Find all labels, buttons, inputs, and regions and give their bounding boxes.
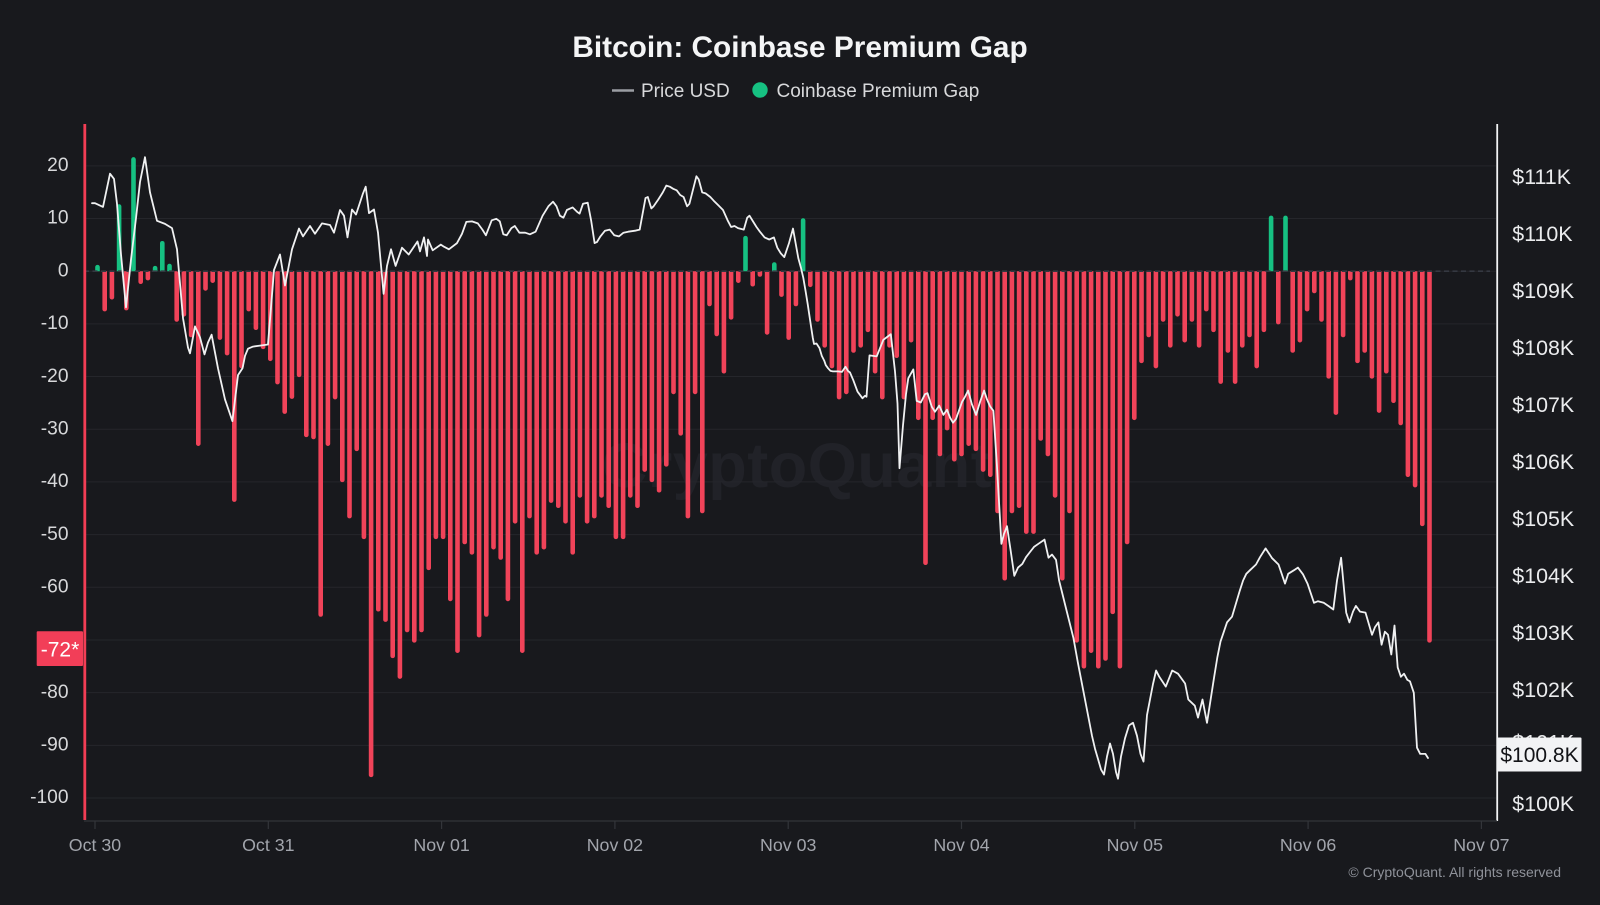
svg-text:$107K: $107K bbox=[1512, 393, 1575, 417]
svg-text:-30: -30 bbox=[41, 418, 69, 439]
svg-text:Nov 03: Nov 03 bbox=[760, 835, 816, 855]
svg-text:10: 10 bbox=[47, 208, 68, 229]
svg-text:$111K: $111K bbox=[1512, 165, 1571, 189]
svg-text:-10: -10 bbox=[41, 313, 69, 334]
svg-text:-60: -60 bbox=[41, 576, 69, 597]
svg-text:$109K: $109K bbox=[1512, 279, 1575, 303]
svg-text:$106K: $106K bbox=[1512, 450, 1575, 474]
svg-text:$103K: $103K bbox=[1512, 621, 1575, 645]
svg-text:-20: -20 bbox=[41, 366, 69, 387]
svg-text:-100: -100 bbox=[30, 787, 68, 808]
svg-text:Oct 31: Oct 31 bbox=[242, 835, 294, 855]
svg-text:Coinbase Premium Gap: Coinbase Premium Gap bbox=[777, 81, 980, 102]
svg-text:-40: -40 bbox=[41, 471, 69, 492]
svg-text:Nov 06: Nov 06 bbox=[1280, 835, 1336, 855]
svg-text:© CryptoQuant. All rights rese: © CryptoQuant. All rights reserved bbox=[1348, 864, 1561, 880]
svg-text:-72*: -72* bbox=[41, 639, 80, 662]
svg-text:$100K: $100K bbox=[1512, 792, 1575, 816]
svg-text:-90: -90 bbox=[41, 735, 69, 756]
svg-text:Nov 01: Nov 01 bbox=[413, 835, 469, 855]
svg-text:Bitcoin: Coinbase Premium Gap: Bitcoin: Coinbase Premium Gap bbox=[572, 31, 1027, 64]
svg-text:$105K: $105K bbox=[1512, 507, 1575, 531]
svg-text:$100.8K: $100.8K bbox=[1500, 744, 1578, 767]
svg-text:$104K: $104K bbox=[1512, 564, 1575, 588]
svg-text:Oct 30: Oct 30 bbox=[69, 835, 121, 855]
svg-text:$110K: $110K bbox=[1512, 222, 1573, 246]
svg-text:$102K: $102K bbox=[1512, 678, 1575, 702]
svg-text:Nov 02: Nov 02 bbox=[587, 835, 643, 855]
svg-text:Nov 05: Nov 05 bbox=[1107, 835, 1163, 855]
svg-text:0: 0 bbox=[58, 260, 69, 281]
svg-text:$108K: $108K bbox=[1512, 336, 1575, 360]
svg-text:Nov 07: Nov 07 bbox=[1453, 835, 1509, 855]
svg-text:Nov 04: Nov 04 bbox=[933, 835, 989, 855]
svg-text:20: 20 bbox=[47, 155, 68, 176]
svg-text:Price USD: Price USD bbox=[641, 81, 730, 102]
svg-text:-50: -50 bbox=[41, 524, 69, 545]
svg-text:-80: -80 bbox=[41, 682, 69, 703]
